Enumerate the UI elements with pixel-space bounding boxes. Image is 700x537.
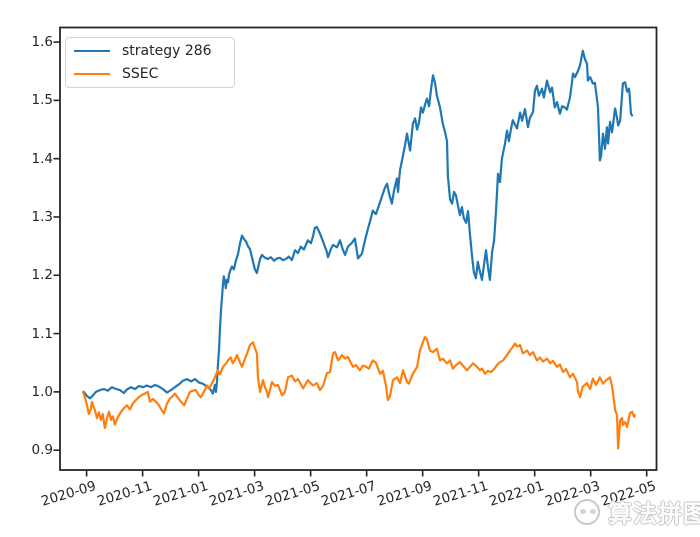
legend-label-ssec: SSEC	[122, 66, 159, 82]
axis-tick-marks	[53, 41, 648, 477]
legend-label-strategy: strategy 286	[122, 43, 212, 59]
y-tick-label: 1.0	[31, 383, 53, 400]
legend: strategy 286 SSEC	[65, 37, 235, 88]
series-lines	[81, 49, 636, 450]
watermark-text: 算法拼图	[608, 500, 700, 528]
strategy-line-sample	[74, 50, 110, 52]
ssec-line-sample	[74, 73, 110, 75]
y-tick-label: 1.5	[31, 92, 53, 109]
legend-item-strategy: strategy 286	[74, 42, 226, 60]
y-tick-label: 0.9	[31, 442, 53, 459]
y-tick-label: 1.3	[31, 208, 53, 225]
y-tick-label: 1.2	[31, 267, 53, 284]
watermark: 算法拼图	[574, 494, 700, 529]
strategy-series-line	[82, 49, 634, 400]
y-tick-label: 1.4	[31, 150, 53, 167]
ssec-series-line	[81, 336, 636, 450]
y-tick-label: 1.6	[31, 34, 53, 51]
watermark-mascot-icon	[574, 498, 600, 525]
y-tick-label: 1.1	[31, 325, 53, 342]
plot-frame	[59, 26, 658, 471]
legend-item-ssec: SSEC	[74, 65, 226, 83]
